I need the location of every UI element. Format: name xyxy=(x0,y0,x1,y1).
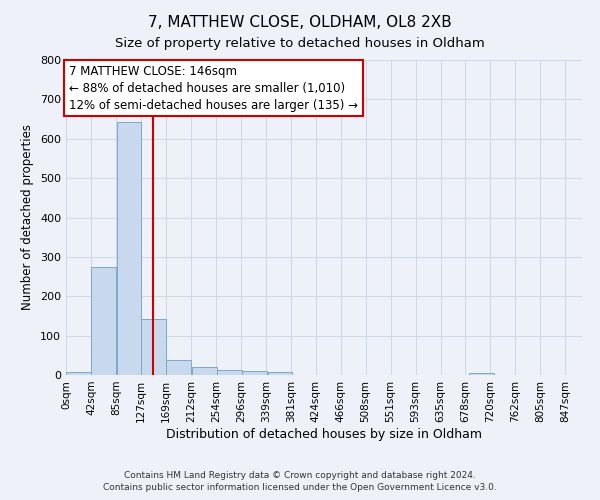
Text: Size of property relative to detached houses in Oldham: Size of property relative to detached ho… xyxy=(115,38,485,51)
X-axis label: Distribution of detached houses by size in Oldham: Distribution of detached houses by size … xyxy=(166,428,482,440)
Bar xyxy=(166,360,191,375)
Text: 7, MATTHEW CLOSE, OLDHAM, OL8 2XB: 7, MATTHEW CLOSE, OLDHAM, OL8 2XB xyxy=(148,15,452,30)
Bar xyxy=(192,367,217,375)
Text: 7 MATTHEW CLOSE: 146sqm
← 88% of detached houses are smaller (1,010)
12% of semi: 7 MATTHEW CLOSE: 146sqm ← 88% of detache… xyxy=(69,64,358,112)
Bar xyxy=(268,372,292,375)
Bar xyxy=(469,373,494,375)
Bar xyxy=(91,266,116,375)
Bar xyxy=(217,370,242,375)
Bar xyxy=(142,318,166,375)
Text: Contains HM Land Registry data © Crown copyright and database right 2024.
Contai: Contains HM Land Registry data © Crown c… xyxy=(103,471,497,492)
Bar xyxy=(116,122,142,375)
Bar xyxy=(242,371,267,375)
Bar xyxy=(66,372,91,375)
Y-axis label: Number of detached properties: Number of detached properties xyxy=(22,124,34,310)
